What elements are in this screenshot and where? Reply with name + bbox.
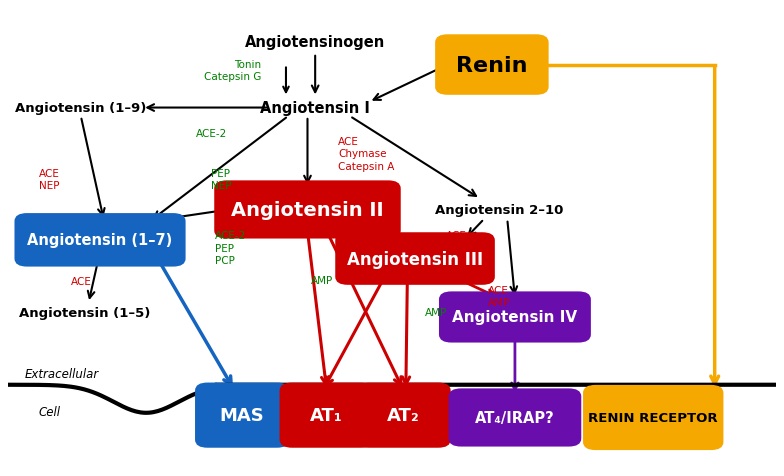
Text: Angiotensinogen: Angiotensinogen [245,35,385,50]
Text: AMP: AMP [425,307,448,317]
Text: Angiotensin (1–7): Angiotensin (1–7) [27,233,172,248]
Text: Renin: Renin [456,55,528,75]
FancyBboxPatch shape [449,389,580,446]
Text: Extracellular: Extracellular [25,368,99,381]
FancyBboxPatch shape [358,384,449,447]
Text: Tonin
Catepsin G: Tonin Catepsin G [204,60,261,82]
Text: Angiotensin II: Angiotensin II [231,200,384,219]
Text: MAS: MAS [220,407,264,424]
FancyBboxPatch shape [440,293,590,342]
FancyBboxPatch shape [336,234,494,284]
FancyBboxPatch shape [16,215,184,266]
FancyBboxPatch shape [436,36,547,95]
Text: ACE-2
PEP
PCP: ACE-2 PEP PCP [216,231,246,266]
Text: Angiotensin IV: Angiotensin IV [452,310,578,325]
Text: Angiotensin 2–10: Angiotensin 2–10 [435,204,564,217]
Text: AMP: AMP [311,275,333,285]
Text: Angiotensin (1–9): Angiotensin (1–9) [15,102,147,115]
Text: ACE
AMP: ACE AMP [488,285,510,307]
Text: AT₁: AT₁ [310,407,343,424]
FancyBboxPatch shape [196,384,289,447]
Text: AT₄/IRAP?: AT₄/IRAP? [475,410,555,425]
Text: Angiotensin (1–5): Angiotensin (1–5) [19,306,151,319]
Text: ACE-2: ACE-2 [196,129,227,139]
Text: Angiotensin III: Angiotensin III [347,250,483,268]
Text: ACE
Chymase
Catepsin A: ACE Chymase Catepsin A [338,137,394,171]
FancyBboxPatch shape [281,384,372,447]
Text: AT₂: AT₂ [387,407,420,424]
Text: ACE
NEP: ACE NEP [38,169,60,191]
Text: Angiotensin I: Angiotensin I [260,101,370,116]
Text: ACE: ACE [446,231,466,241]
Text: RENIN RECEPTOR: RENIN RECEPTOR [589,411,718,424]
Text: ACE: ACE [71,276,92,286]
Text: PEP
NEP: PEP NEP [212,169,232,191]
Text: Cell: Cell [38,405,60,418]
FancyBboxPatch shape [216,182,400,238]
FancyBboxPatch shape [584,386,722,449]
